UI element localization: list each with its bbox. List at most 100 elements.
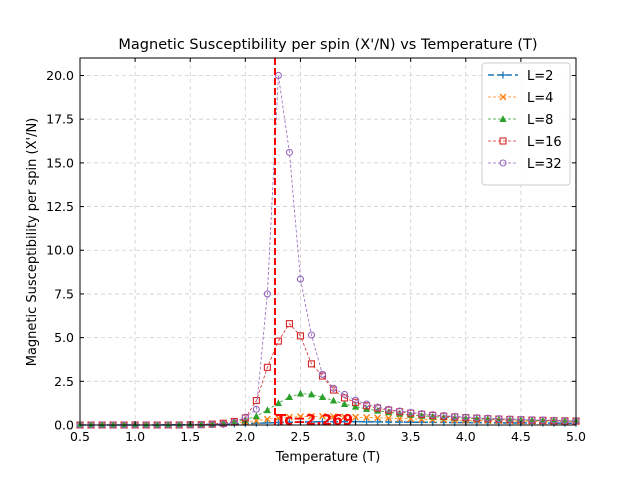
legend-label: L=8 (527, 113, 553, 128)
data-point (274, 399, 282, 407)
y-tick-label: 7.5 (54, 286, 74, 301)
y-tick-label: 20.0 (46, 68, 74, 83)
tc-label: Tc=2.269 (276, 411, 353, 429)
legend-marker (499, 115, 507, 122)
data-point (495, 415, 503, 423)
data-point (341, 418, 349, 426)
legend-label: L=32 (527, 157, 562, 172)
x-tick-label: 5.0 (566, 429, 586, 444)
data-point (296, 275, 304, 283)
y-tick-label: 10.0 (46, 243, 74, 258)
x-tick-label: 1.5 (180, 429, 200, 444)
data-point (528, 416, 536, 424)
y-tick-label: 5.0 (54, 330, 74, 345)
y-tick-label: 17.5 (46, 112, 74, 127)
legend-marker (499, 71, 507, 79)
legend-marker (499, 159, 507, 167)
legend-box (481, 62, 571, 186)
x-axis-label: Temperature (T) (275, 450, 381, 465)
data-point (285, 413, 293, 421)
data-point (473, 414, 481, 422)
data-point (363, 418, 371, 426)
data-point (230, 418, 238, 425)
data-point (440, 412, 448, 420)
legend-entry: L=8 (488, 113, 553, 128)
plot-frame (79, 57, 577, 426)
data-point (307, 418, 315, 426)
data-point (340, 394, 349, 402)
data-point (307, 331, 316, 339)
y-tick-label: 12.5 (46, 199, 74, 214)
legend-marker (499, 137, 507, 145)
data-point (352, 398, 360, 406)
legend-entry: L=16 (488, 135, 562, 150)
data-point (429, 411, 437, 419)
data-point (330, 412, 337, 420)
data-point (263, 415, 271, 423)
data-point (539, 416, 547, 424)
data-point (318, 370, 327, 378)
data-point (506, 415, 514, 423)
x-tick-label: 2.5 (290, 429, 310, 444)
data-point (296, 332, 304, 340)
legend-entry: L=4 (488, 91, 553, 106)
data-point (462, 413, 470, 421)
data-point (385, 418, 393, 426)
data-point (308, 412, 315, 420)
data-point (252, 396, 260, 405)
data-point (274, 71, 282, 80)
x-tick-label: 1.0 (125, 429, 145, 444)
data-point (263, 363, 271, 371)
data-point (252, 405, 260, 413)
data-point (396, 407, 404, 415)
data-point (340, 390, 349, 398)
data-point (374, 414, 382, 422)
data-point (318, 393, 327, 401)
data-point (396, 418, 404, 426)
data-point (374, 418, 382, 426)
x-tick-label: 3.5 (401, 429, 421, 444)
data-point (385, 405, 393, 413)
axes-ticks: 0.5 1.0 1.5 2.0 2.5 3.0 3.5 4.0 4.5 5.0 0.0 2.5 5.0 7… (46, 58, 586, 444)
y-tick-label: 15.0 (46, 155, 74, 170)
data-point (329, 396, 338, 404)
data-point (352, 413, 360, 421)
data-point (352, 396, 360, 404)
data-point (385, 414, 393, 422)
legend-entry: L=32 (488, 157, 562, 172)
x-tick-label: 4.5 (511, 429, 531, 444)
y-tick-label: 0.0 (54, 418, 74, 433)
data-point (285, 393, 294, 401)
data-point (561, 417, 569, 425)
y-axis-label: Magnetic Susceptibility per spin (X'/N) (25, 118, 40, 367)
legend-label: L=4 (527, 91, 553, 106)
data-point (318, 418, 326, 426)
x-tick-label: 0.5 (70, 429, 90, 444)
data-point (241, 413, 249, 421)
data-point (340, 400, 349, 408)
data-point (341, 413, 348, 421)
data-point (550, 416, 558, 424)
legend-entry: L=2 (488, 69, 553, 84)
data-point (374, 403, 382, 411)
data-point (418, 410, 426, 418)
legend-marker (499, 93, 507, 101)
data-point (363, 414, 371, 421)
data-point (263, 406, 271, 414)
x-tick-label: 3.0 (346, 429, 366, 444)
data-point (330, 418, 338, 426)
chart-title: Magnetic Susceptibility per spin (X'/N) … (118, 37, 537, 53)
data-point (197, 420, 205, 428)
data-point (407, 408, 415, 416)
data-point (296, 389, 305, 397)
x-tick-label: 2.0 (235, 429, 255, 444)
data-point (252, 412, 260, 420)
data-point (484, 414, 492, 422)
data-point (296, 413, 304, 421)
data-point (307, 390, 316, 398)
data-point (351, 402, 360, 410)
data-point (263, 290, 271, 298)
y-tick-label: 2.5 (54, 374, 74, 389)
data-point (219, 420, 227, 428)
x-tick-label: 4.0 (456, 429, 476, 444)
